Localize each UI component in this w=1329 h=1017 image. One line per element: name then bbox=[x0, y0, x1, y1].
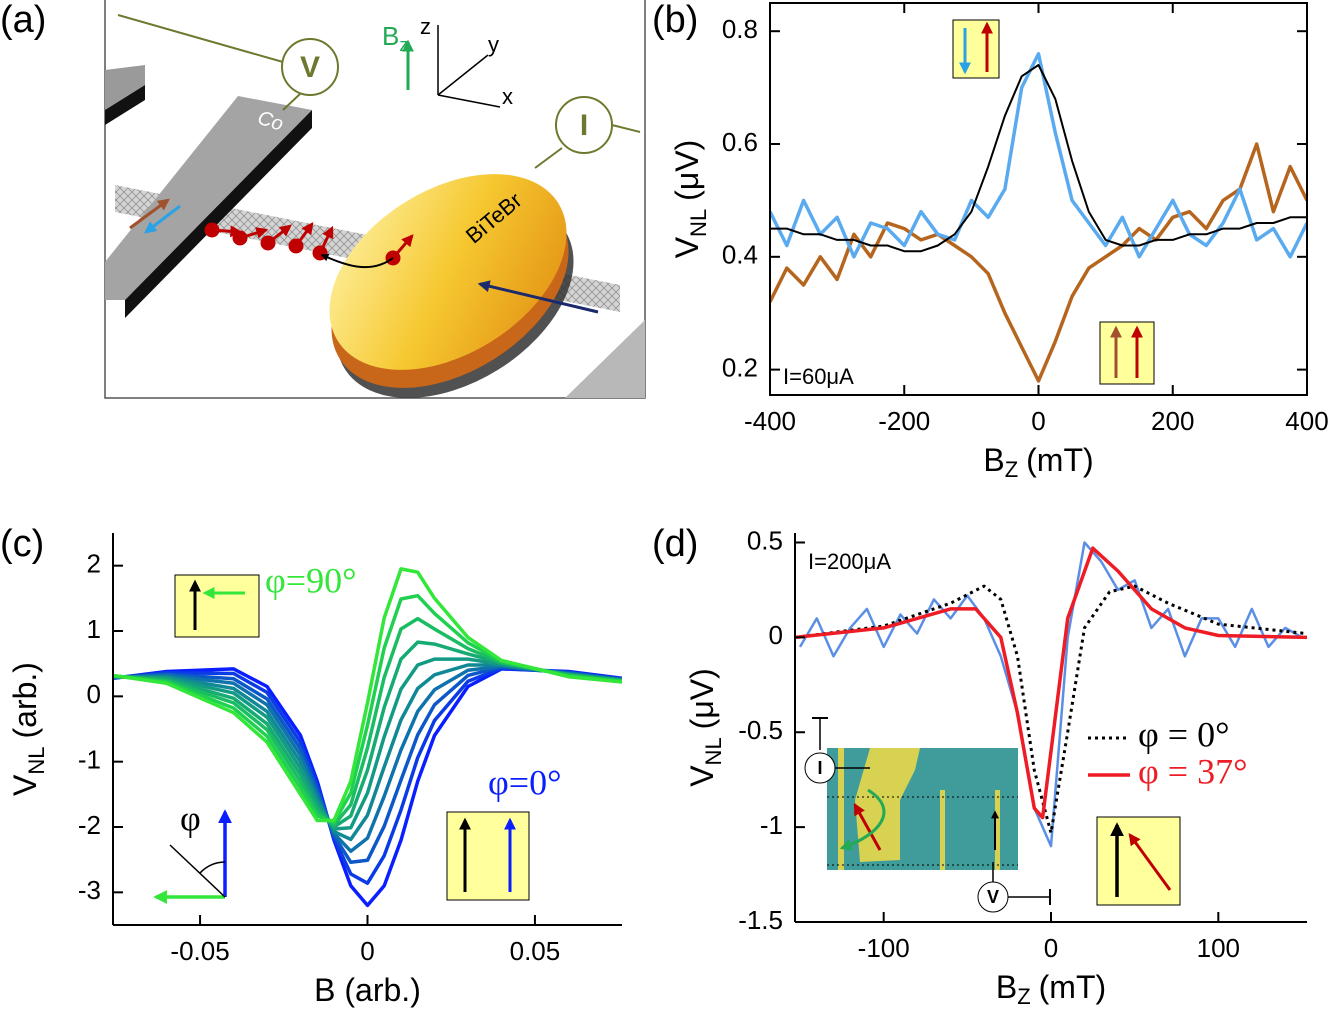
annotation: I bbox=[817, 758, 822, 778]
y-axis-label-unit: (μV) bbox=[669, 140, 705, 201]
x-tick-label: 0 bbox=[360, 936, 374, 966]
x-tick-label: -100 bbox=[858, 933, 910, 963]
y-axis-label-main: V bbox=[684, 765, 720, 787]
x-axis-label-sub: Z bbox=[1017, 984, 1030, 1009]
data-line bbox=[113, 567, 622, 823]
data-line bbox=[113, 616, 622, 827]
x-tick-label: 100 bbox=[1197, 933, 1240, 963]
data-line bbox=[770, 142, 1307, 383]
data-line bbox=[798, 541, 1303, 848]
annotation: φ bbox=[180, 798, 201, 838]
inset-photo bbox=[804, 717, 1181, 913]
axis-label: z bbox=[420, 14, 431, 39]
annotation: φ=0° bbox=[488, 762, 561, 802]
data-line bbox=[795, 546, 1307, 820]
y-tick-label: 0.4 bbox=[722, 240, 758, 270]
x-axis-label: B (arb.) bbox=[314, 972, 421, 1008]
voltage-label: V bbox=[300, 51, 320, 84]
field-label-main: B bbox=[382, 21, 399, 51]
current-label: I bbox=[580, 109, 588, 142]
data-line bbox=[770, 52, 1307, 259]
y-tick-label: 0.5 bbox=[747, 525, 783, 555]
y-axis-label-sub: NL bbox=[686, 209, 711, 237]
field-label: Bz bbox=[382, 21, 408, 55]
y-axis-label-unit: (μV) bbox=[684, 668, 720, 729]
x-tick-label: 0 bbox=[1031, 406, 1045, 436]
y-tick-label: 0 bbox=[87, 679, 101, 709]
x-axis-label-main: B (arb.) bbox=[314, 972, 421, 1008]
panel-label: (b) bbox=[652, 0, 698, 41]
x-tick-label: 200 bbox=[1151, 406, 1194, 436]
x-axis-label: BZ (mT) bbox=[983, 442, 1093, 481]
y-axis-label-sub: NL bbox=[701, 737, 726, 765]
axis-label: y bbox=[488, 32, 499, 57]
x-axis-label: BZ (mT) bbox=[996, 969, 1106, 1008]
y-tick-label: -2 bbox=[78, 810, 101, 840]
y-axis-label-unit: (arb.) bbox=[7, 662, 43, 738]
data-line bbox=[113, 663, 622, 842]
panel-label: (d) bbox=[652, 523, 698, 565]
annotation: I=200μA bbox=[808, 549, 891, 574]
plot-area bbox=[770, 52, 1307, 383]
x-tick-label: -0.05 bbox=[170, 936, 229, 966]
inset-antiparallel bbox=[952, 19, 1000, 79]
y-axis-label-main: V bbox=[7, 774, 43, 796]
y-axis-label: VNL (arb.) bbox=[7, 662, 48, 796]
annotation: φ=90° bbox=[265, 560, 356, 600]
y-tick-label: 2 bbox=[87, 549, 101, 579]
x-axis-label-unit: (mT) bbox=[1026, 442, 1094, 478]
x-tick-label: -200 bbox=[878, 406, 930, 436]
field-label-sub: z bbox=[399, 35, 408, 55]
x-axis-label-sub: Z bbox=[1005, 457, 1018, 482]
data-line bbox=[113, 666, 622, 885]
y-tick-label: 0.6 bbox=[722, 127, 758, 157]
y-axis-label: VNL (μV) bbox=[669, 140, 710, 259]
data-line bbox=[113, 593, 622, 825]
x-tick-label: 0 bbox=[1044, 933, 1058, 963]
annotation: I=60μA bbox=[783, 364, 854, 389]
data-line bbox=[113, 664, 622, 853]
data-line bbox=[113, 667, 622, 908]
x-axis-label-main: B bbox=[996, 969, 1017, 1005]
x-axis-label-main: B bbox=[983, 442, 1004, 478]
plot-area bbox=[113, 567, 622, 908]
data-line bbox=[113, 665, 622, 865]
legend-label: φ = 37° bbox=[1138, 751, 1247, 791]
y-tick-label: -0.5 bbox=[738, 715, 783, 745]
plot-area bbox=[795, 541, 1307, 848]
y-tick-label: -3 bbox=[78, 875, 101, 905]
panel-label: (c) bbox=[0, 523, 44, 565]
legend-label: φ = 0° bbox=[1138, 714, 1229, 754]
inset-parallel bbox=[1099, 321, 1155, 385]
annotation: V bbox=[987, 887, 999, 907]
inset-perpendicular bbox=[174, 574, 260, 638]
y-tick-label: 0.8 bbox=[722, 14, 758, 44]
x-tick-label: 400 bbox=[1285, 406, 1328, 436]
data-line bbox=[113, 640, 622, 829]
y-tick-label: -1 bbox=[78, 745, 101, 775]
data-line bbox=[770, 64, 1307, 253]
x-tick-label: 0.05 bbox=[510, 936, 561, 966]
y-axis-label-main: V bbox=[669, 236, 705, 258]
axis-label: x bbox=[502, 84, 513, 109]
y-axis-label-sub: NL bbox=[24, 746, 49, 774]
data-line bbox=[113, 657, 622, 831]
y-tick-label: 0.2 bbox=[722, 352, 758, 382]
y-tick-label: 1 bbox=[87, 614, 101, 644]
x-axis-label-unit: (mT) bbox=[1039, 969, 1107, 1005]
schematic bbox=[104, 0, 646, 399]
y-tick-label: -1.5 bbox=[738, 905, 783, 935]
y-axis-label: VNL (μV) bbox=[684, 668, 725, 787]
y-tick-label: -1 bbox=[760, 810, 783, 840]
x-tick-label: -400 bbox=[744, 406, 796, 436]
inset-collinear bbox=[446, 811, 530, 901]
y-tick-label: 0 bbox=[769, 620, 783, 650]
panel-label: (a) bbox=[0, 0, 46, 41]
angle-diagram bbox=[153, 809, 232, 904]
